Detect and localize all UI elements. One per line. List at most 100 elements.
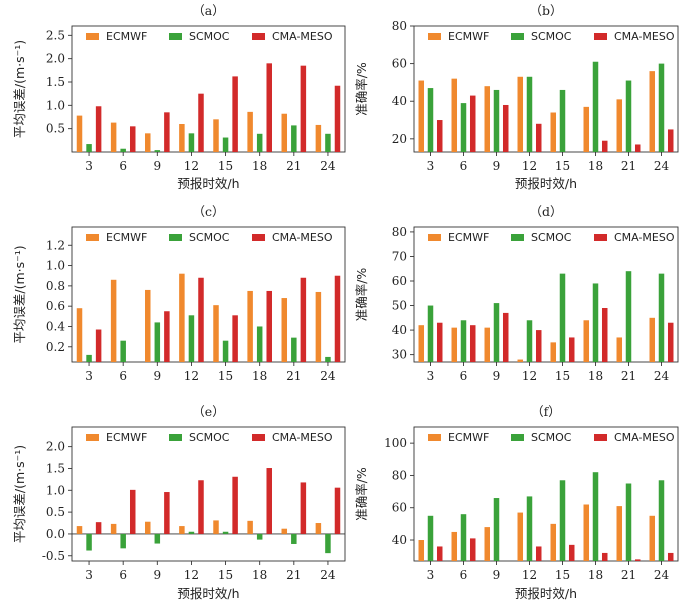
bar-scmoc <box>325 133 331 152</box>
y-tick-label: 60 <box>392 57 407 71</box>
x-tick-label: 21 <box>286 159 301 173</box>
plot-frame <box>71 426 346 562</box>
bar-cma-meso <box>334 275 341 362</box>
bar-cma-meso <box>601 140 608 152</box>
bar-scmoc <box>120 533 126 549</box>
legend-label: ECMWF <box>106 431 147 444</box>
y-axis-label: 平均误差/(m·s⁻¹) <box>12 245 27 343</box>
bar-cma-meso <box>502 104 509 152</box>
x-tick-label: 21 <box>621 369 636 383</box>
y-tick-label: 30 <box>392 348 407 362</box>
legend-swatch <box>169 434 182 441</box>
y-tick-label: 40 <box>392 533 407 547</box>
y-tick-label: 40 <box>392 94 407 108</box>
bar-scmoc <box>291 337 297 362</box>
legend-swatch <box>594 234 607 241</box>
y-tick-label: 1.2 <box>46 238 65 252</box>
bar-ecmwf <box>484 527 491 561</box>
bar-ecmwf <box>616 337 623 362</box>
x-tick-label: 6 <box>460 159 468 173</box>
bar-cma-meso <box>300 65 307 152</box>
bar-scmoc <box>256 133 263 152</box>
bar-ecmwf <box>179 124 185 152</box>
bar-cma-meso <box>95 106 102 152</box>
legend-label: CMA-MESO <box>272 231 333 244</box>
legend-label: ECMWF <box>448 30 489 43</box>
chart-panel-2: （b） 20 40 60 80 准确率/% 3 6 9 12 15 18 21 24 ECMWF SCMOC C… <box>354 3 679 191</box>
y-tick-label: 0.4 <box>46 319 65 333</box>
y-tick-label: -0.5 <box>42 549 65 563</box>
bar-ecmwf <box>418 325 425 362</box>
x-tick-label: 24 <box>654 369 670 383</box>
legend-swatch <box>428 234 441 241</box>
legend-label: SCMOC <box>189 30 230 43</box>
legend-swatch <box>86 434 99 441</box>
legend-swatch <box>86 234 99 241</box>
bar-cma-meso <box>634 559 641 561</box>
bar-cma-meso <box>436 546 443 561</box>
panel-title: （c） <box>192 204 224 219</box>
bar-ecmwf <box>247 290 253 362</box>
x-tick-label: 24 <box>320 369 336 383</box>
x-tick-label: 3 <box>85 369 93 383</box>
legend-label: CMA-MESO <box>614 231 675 244</box>
legend-swatch <box>252 434 265 441</box>
bar-ecmwf <box>451 78 458 152</box>
bar-scmoc <box>222 137 229 152</box>
legend-swatch <box>169 33 182 40</box>
plot-frame <box>413 426 679 562</box>
bar-cma-meso <box>535 123 542 152</box>
legend-label: CMA-MESO <box>272 431 333 444</box>
bar-cma-meso <box>164 311 170 362</box>
bar-ecmwf <box>179 526 185 534</box>
bar-cma-meso <box>129 489 136 534</box>
bar-ecmwf <box>649 515 656 561</box>
bar-ecmwf <box>213 305 219 362</box>
bar-scmoc <box>325 533 331 554</box>
bar-cma-meso <box>164 112 170 152</box>
bar-ecmwf <box>583 504 590 561</box>
legend-label: ECMWF <box>448 231 489 244</box>
bar-ecmwf <box>110 279 117 362</box>
bar-scmoc <box>188 315 195 362</box>
bar-scmoc <box>625 80 632 152</box>
x-axis-label: 预报时效/h <box>515 176 577 191</box>
bar-cma-meso <box>300 482 307 534</box>
bar-scmoc <box>120 340 126 362</box>
legend-label: SCMOC <box>189 431 230 444</box>
y-tick-label: 50 <box>392 299 407 313</box>
bar-scmoc <box>86 144 92 152</box>
y-tick-label: 1.0 <box>46 98 65 112</box>
bar-scmoc <box>559 89 566 152</box>
bar-ecmwf <box>145 521 151 534</box>
x-tick-label: 12 <box>184 369 199 383</box>
bar-ecmwf <box>484 86 491 152</box>
x-tick-label: 9 <box>493 159 501 173</box>
plot-frame <box>413 25 679 153</box>
y-tick-label: 80 <box>392 225 407 239</box>
x-tick-label: 9 <box>153 568 161 582</box>
x-tick-label: 15 <box>218 369 233 383</box>
x-tick-label: 24 <box>654 159 670 173</box>
legend-swatch <box>428 33 441 40</box>
x-tick-label: 21 <box>621 568 636 582</box>
x-tick-label: 15 <box>218 159 233 173</box>
bar-scmoc <box>427 305 434 362</box>
bar-scmoc <box>526 76 533 152</box>
bar-cma-meso <box>232 76 238 152</box>
y-axis-label: 平均误差/(m·s⁻¹) <box>12 445 27 543</box>
bar-ecmwf <box>281 528 288 534</box>
bar-ecmwf <box>315 523 322 534</box>
chart-panel-6: （f） 40 60 80 100 准确率/% 3 6 9 12 15 18 21 24 ECMWF SCMOC… <box>354 404 679 601</box>
y-tick-label: 70 <box>392 249 407 263</box>
bar-scmoc <box>291 125 297 152</box>
bar-ecmwf <box>583 320 590 362</box>
bar-ecmwf <box>517 512 524 561</box>
x-tick-label: 18 <box>588 568 603 582</box>
x-tick-label: 15 <box>555 159 570 173</box>
bar-scmoc <box>559 480 566 561</box>
bar-ecmwf <box>315 291 322 362</box>
x-tick-label: 9 <box>153 369 161 383</box>
x-tick-label: 24 <box>320 159 336 173</box>
x-tick-label: 12 <box>522 369 537 383</box>
